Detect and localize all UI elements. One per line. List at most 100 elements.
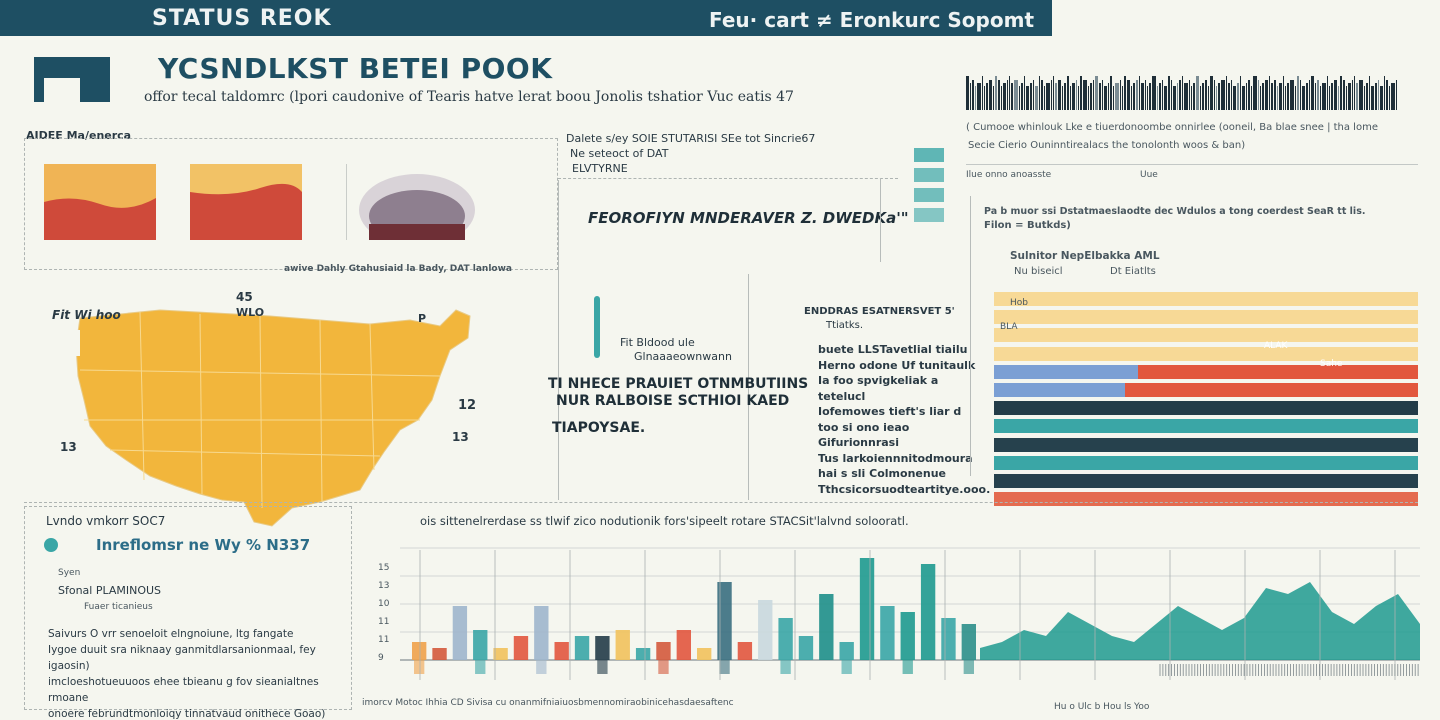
text-column-line: buete LLSTavetlial tiailu	[818, 343, 968, 356]
hbar-bar-label-1: ALAK	[1264, 341, 1288, 351]
barcode-bar	[1149, 83, 1151, 110]
barcode-bar	[1386, 80, 1388, 110]
barcode-bar	[1371, 86, 1374, 110]
barcode-bar	[1062, 86, 1063, 110]
barcode-bar	[1205, 80, 1207, 110]
barcode-bar	[1309, 80, 1310, 110]
barcode-bar	[1246, 83, 1247, 110]
barcode-bar	[1356, 83, 1358, 110]
thumbnail-1	[44, 164, 156, 240]
barcode-bar	[1127, 80, 1130, 110]
bar-negative	[414, 660, 425, 674]
barcode-bar	[1248, 80, 1250, 110]
barcode-bar	[970, 83, 971, 110]
barcode-bar	[1384, 76, 1385, 110]
barcode-bar	[1352, 80, 1353, 110]
barcode-bar	[1226, 76, 1227, 110]
barcode-bar	[1320, 86, 1321, 110]
map-label-3: Fit Wi hoo	[52, 308, 121, 322]
center-big-line-1: TI NHECE PRAUIET OTNMBUTIINS	[548, 376, 809, 392]
barcode-bar	[1003, 83, 1006, 110]
barcode-bar	[1104, 86, 1107, 110]
barcode-bar	[1375, 83, 1377, 110]
barcode-bar	[1001, 86, 1002, 110]
bar-negative	[963, 660, 974, 674]
thumbnail-1-graphic	[44, 164, 156, 240]
bar	[574, 636, 590, 660]
barcode-bar	[1145, 80, 1146, 110]
bar	[656, 642, 671, 660]
bar	[534, 606, 549, 660]
page-title: YCSNDLKST BETEI POOK	[158, 52, 553, 85]
barcode-bar	[993, 86, 994, 110]
us-map-shape	[75, 309, 471, 527]
barcode-bar	[1237, 83, 1239, 110]
barcode-bar	[1030, 83, 1032, 110]
bar	[920, 564, 936, 660]
barcode-bar	[1242, 86, 1245, 110]
barcode-bar	[1277, 86, 1278, 110]
center-vline-1	[558, 180, 559, 500]
bottom-left-label-1: Syen	[58, 568, 81, 578]
hbar-segment	[994, 455, 1418, 470]
hbar-row	[994, 292, 1418, 306]
barcode-bar	[1141, 83, 1144, 110]
barcode-bar	[1279, 83, 1282, 110]
barcode-bar	[972, 80, 974, 110]
barcode-bar	[1173, 86, 1176, 110]
map-label-1: 45	[236, 290, 253, 304]
barcode-bar	[1378, 80, 1379, 110]
bar	[595, 636, 610, 660]
bar-negative	[902, 660, 913, 674]
bottom-chart: 15 13 10 11 11 9	[378, 547, 1420, 680]
map-label-7: P	[418, 312, 427, 325]
hbar-segment	[994, 292, 1418, 306]
barcode-bar	[1053, 76, 1054, 110]
hbar-row	[994, 346, 1418, 361]
bar-negative	[597, 660, 608, 674]
bottom-left-subtitle: Inreflomsr ne Wy % N337	[96, 536, 311, 554]
barcode-bar	[1196, 76, 1199, 110]
bar	[778, 618, 793, 660]
barcode-bar	[1391, 83, 1395, 110]
bar	[819, 594, 834, 660]
barcode-bar	[1271, 83, 1273, 110]
hbar-row	[994, 310, 1418, 325]
barcode-bar	[1099, 83, 1101, 110]
mini-icon-3	[914, 188, 944, 202]
hbar-segment	[994, 310, 1418, 325]
barcode-bar	[1269, 76, 1270, 110]
barcode-bar	[1364, 86, 1365, 110]
barcode-bar	[1168, 76, 1170, 110]
text-column-line: hai s sli Colmonenue	[818, 467, 946, 480]
thumbnail-2-graphic	[190, 164, 302, 240]
bar	[676, 630, 691, 660]
barcode-bar	[1274, 80, 1276, 110]
hbar-row	[994, 437, 1418, 452]
barcode-bar	[998, 80, 1000, 110]
hbar-segment	[994, 401, 1418, 416]
barcode-bar	[1354, 76, 1355, 110]
barcode-bar	[966, 76, 969, 110]
hbar-row	[994, 455, 1418, 470]
hbar-segment	[994, 364, 1139, 379]
bar	[900, 612, 915, 660]
barcode-bar	[1039, 76, 1040, 110]
bar	[513, 636, 529, 660]
barcode-caption-2: Secie Cierio Ouninntirealacs the tonolon…	[968, 140, 1246, 151]
barcode-bar	[1164, 86, 1167, 110]
barcode-bar	[1317, 80, 1319, 110]
barcode-bar	[1340, 76, 1342, 110]
hbar-row	[994, 419, 1418, 434]
text-column-title: ENDDRAS ESATNERSVET 5'	[804, 306, 955, 317]
barcode-bar	[1343, 80, 1345, 110]
barcode-bar	[1011, 83, 1013, 110]
barcode-bar	[1102, 80, 1103, 110]
barcode-bar	[1019, 86, 1020, 110]
hbar-bar-label-2: Sahe	[1320, 359, 1343, 369]
barcode-bar	[1359, 80, 1363, 110]
y-tick-label: 10	[378, 599, 390, 609]
barcode-bar	[1115, 83, 1119, 110]
barcode-bar	[1300, 80, 1301, 110]
center-bold-line: FEOROFIYN MNDERAVER Z. DWEDKa'"	[588, 209, 909, 227]
